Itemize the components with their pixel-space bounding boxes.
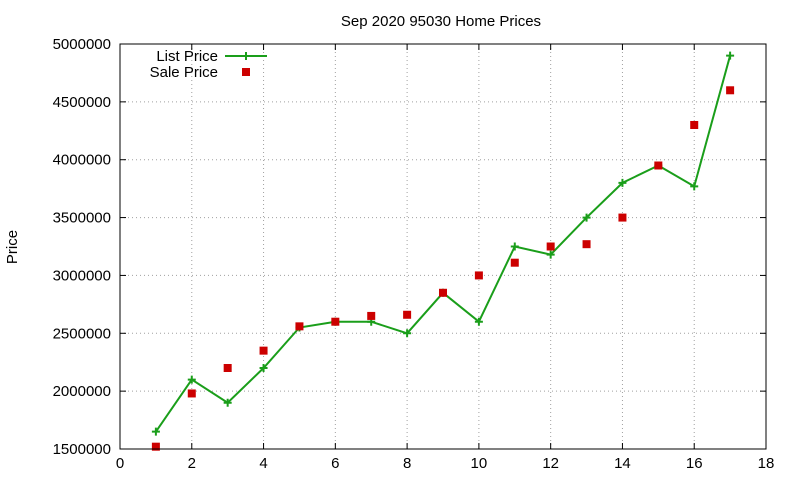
list-price-point [618, 178, 627, 187]
x-tick-label: 12 [542, 455, 559, 472]
list-price-point [690, 182, 699, 191]
legend-swatch-marker [242, 52, 250, 60]
list-price-point [474, 317, 483, 326]
x-tick-label: 2 [188, 455, 196, 472]
x-tick-label: 6 [331, 455, 339, 472]
legend-label: Sale Price [150, 64, 218, 81]
sale-price-point [510, 258, 519, 267]
sale-price-point [690, 121, 699, 129]
sale-price-point [295, 322, 304, 331]
x-tick-label: 0 [116, 455, 124, 472]
sale-price-point [546, 242, 555, 251]
sale-price-point [187, 389, 196, 398]
chart-title: Sep 2020 95030 Home Prices [341, 13, 541, 30]
sale-price-point [331, 317, 340, 326]
x-tick-label: 14 [614, 455, 631, 472]
list-price-point [546, 250, 555, 259]
legend-label: List Price [156, 48, 218, 65]
plot-frame [119, 43, 767, 450]
sale-price-point [151, 442, 160, 451]
y-tick-label: 2000000 [53, 383, 111, 400]
list-price-point [726, 51, 735, 60]
y-tick-label: 5000000 [53, 36, 111, 53]
x-tick-label: 8 [403, 455, 411, 472]
sale-price-point [403, 310, 412, 319]
series-sale-price [151, 86, 735, 451]
list-price-point [223, 398, 232, 407]
list-price-point [403, 329, 412, 338]
list-price-line [155, 55, 732, 433]
legend-swatch-marker [242, 68, 250, 76]
y-tick-label: 4000000 [53, 152, 111, 169]
sale-price-point [582, 240, 591, 249]
y-tick-label: 1500000 [53, 441, 111, 458]
y-tick-label: 3000000 [53, 267, 111, 284]
list-price-point [582, 213, 591, 222]
series-list-price [151, 51, 735, 436]
sale-price-point [474, 271, 483, 280]
sale-price-point [618, 213, 627, 222]
sale-price-point [259, 346, 268, 355]
axis-ticks: 0 2 4 6 8 10 12 14 16 18 1500000 2000000 2500000 3000… [53, 36, 775, 472]
sale-price-point [726, 86, 735, 95]
sale-price-point [223, 364, 232, 372]
x-tick-label: 10 [471, 455, 488, 472]
x-tick-label: 16 [686, 455, 703, 472]
sale-price-point [367, 311, 376, 320]
series-layer [151, 51, 735, 451]
list-price-point [259, 364, 268, 372]
y-tick-label: 2500000 [53, 325, 111, 342]
x-tick-label: 4 [259, 455, 267, 472]
list-price-point [151, 427, 160, 436]
list-price-point [510, 242, 519, 251]
sale-price-point [439, 288, 447, 297]
sale-price-point [654, 161, 663, 170]
y-tick-label: 4500000 [53, 94, 111, 111]
list-price-point [187, 375, 196, 384]
y-axis-label: Price [4, 230, 21, 264]
grid-lines [120, 44, 766, 449]
y-tick-label: 3500000 [53, 210, 111, 227]
x-tick-label: 18 [758, 455, 775, 472]
